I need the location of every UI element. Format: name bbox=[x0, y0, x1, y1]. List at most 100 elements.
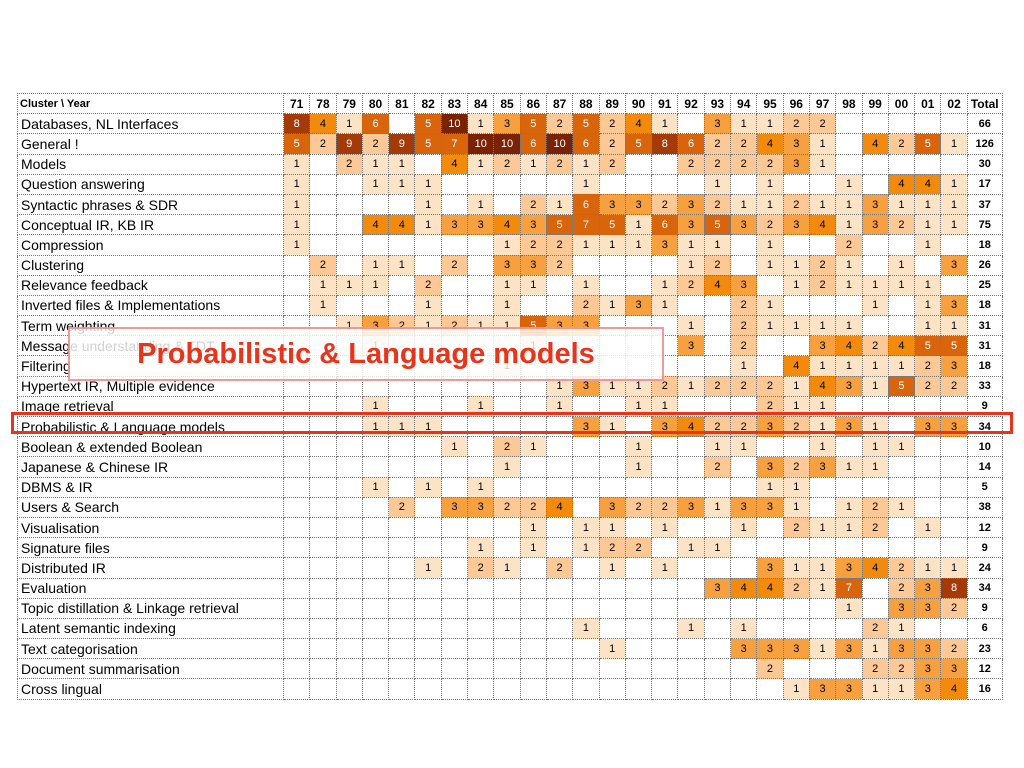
table-cell bbox=[467, 658, 495, 680]
table-cell bbox=[572, 456, 600, 478]
table-cell: 4 bbox=[835, 335, 863, 357]
table-cell: 3 bbox=[914, 678, 942, 700]
table-cell bbox=[677, 476, 705, 498]
table-cell bbox=[703, 476, 732, 498]
table-cell: 1 bbox=[808, 355, 837, 377]
table-cell: 2 bbox=[545, 113, 574, 135]
row-label: Inverted files & Implementations bbox=[17, 294, 284, 317]
table-cell bbox=[493, 415, 521, 438]
table-cell bbox=[361, 577, 390, 599]
table-cell bbox=[361, 234, 390, 256]
table-cell: 4 bbox=[861, 557, 889, 579]
table-cell: 2 bbox=[414, 274, 442, 296]
table-cell: 3 bbox=[861, 193, 889, 216]
table-cell bbox=[282, 557, 311, 579]
row-label: Models bbox=[17, 153, 284, 175]
table-cell bbox=[519, 173, 547, 195]
table-cell: 4 bbox=[440, 153, 469, 175]
table-cell bbox=[624, 476, 653, 498]
table-cell: 1 bbox=[914, 557, 942, 579]
table-cell: 1 bbox=[914, 193, 942, 216]
table-cell bbox=[335, 537, 363, 559]
table-cell bbox=[703, 315, 732, 337]
table-cell bbox=[309, 537, 337, 559]
total-header: Total bbox=[966, 92, 1003, 115]
table-cell bbox=[440, 456, 469, 478]
table-cell: 1 bbox=[808, 315, 837, 337]
table-cell bbox=[782, 537, 810, 559]
table-cell bbox=[861, 254, 889, 276]
table-cell: 1 bbox=[651, 395, 679, 418]
table-cell bbox=[282, 638, 311, 660]
row-total: 38 bbox=[966, 496, 1003, 518]
table-cell: 5 bbox=[940, 335, 968, 357]
row-total: 126 bbox=[966, 133, 1003, 155]
table-cell bbox=[598, 658, 626, 680]
table-cell bbox=[545, 173, 574, 195]
table-cell: 2 bbox=[887, 214, 916, 236]
table-cell: 1 bbox=[624, 214, 653, 236]
table-cell bbox=[361, 496, 390, 518]
table-cell bbox=[361, 193, 390, 216]
table-cell: 3 bbox=[493, 254, 521, 276]
table-cell bbox=[309, 577, 337, 599]
table-cell bbox=[519, 577, 547, 599]
table-cell bbox=[835, 153, 863, 175]
header-row: Cluster \ Year 71 78 79 80 81 82 83 84 85 86 87 88 89… bbox=[17, 92, 1003, 115]
table-cell: 1 bbox=[835, 193, 863, 216]
table-cell: 1 bbox=[388, 173, 416, 195]
table-row: General ! 5 2 9 2 9 5 7 10 10 6 10 6 2 5 8 6 2 2 4 3 1 4 2 5 1 126 bbox=[17, 133, 1003, 155]
table-cell: 1 bbox=[782, 678, 810, 700]
table-cell bbox=[309, 436, 337, 458]
row-total: 12 bbox=[966, 658, 1003, 680]
table-cell bbox=[756, 355, 784, 377]
table-cell bbox=[703, 355, 732, 377]
table-cell: 1 bbox=[861, 274, 889, 296]
table-cell: 1 bbox=[282, 214, 311, 236]
table-cell bbox=[835, 294, 863, 317]
table-cell: 3 bbox=[677, 496, 705, 518]
table-cell bbox=[677, 395, 705, 418]
table-cell bbox=[651, 456, 679, 478]
table-cell bbox=[388, 436, 416, 458]
table-cell: 1 bbox=[782, 395, 810, 418]
row-total: 25 bbox=[966, 274, 1003, 296]
table-cell bbox=[808, 597, 837, 619]
year-header: 99 bbox=[861, 92, 889, 115]
table-cell bbox=[282, 658, 311, 680]
table-cell: 2 bbox=[940, 375, 968, 397]
table-cell: 1 bbox=[914, 315, 942, 337]
table-cell bbox=[703, 294, 732, 317]
table-cell bbox=[493, 577, 521, 599]
table-cell bbox=[282, 537, 311, 559]
table-cell: 3 bbox=[808, 335, 837, 357]
table-cell bbox=[677, 658, 705, 680]
table-cell bbox=[519, 456, 547, 478]
table-cell bbox=[782, 597, 810, 619]
table-cell: 3 bbox=[703, 113, 732, 135]
table-cell bbox=[914, 456, 942, 478]
table-cell bbox=[624, 173, 653, 195]
table-cell bbox=[335, 557, 363, 579]
table-cell: 2 bbox=[730, 294, 758, 317]
table-cell bbox=[887, 113, 916, 135]
table-cell: 1 bbox=[887, 496, 916, 518]
table-cell: 2 bbox=[861, 516, 889, 539]
table-cell bbox=[361, 678, 390, 700]
table-cell bbox=[361, 658, 390, 680]
table-cell: 1 bbox=[887, 274, 916, 296]
table-cell: 1 bbox=[730, 436, 758, 458]
table-cell bbox=[703, 638, 732, 660]
table-cell: 1 bbox=[467, 537, 495, 559]
table-cell: 2 bbox=[756, 214, 784, 236]
table-cell bbox=[414, 153, 442, 175]
table-cell bbox=[335, 496, 363, 518]
table-cell bbox=[282, 597, 311, 619]
table-cell bbox=[545, 294, 574, 317]
table-cell bbox=[887, 294, 916, 317]
table-cell: 1 bbox=[361, 476, 390, 498]
table-cell bbox=[914, 436, 942, 458]
table-cell: 2 bbox=[703, 415, 732, 438]
table-cell: 3 bbox=[940, 355, 968, 377]
table-cell: 3 bbox=[782, 153, 810, 175]
